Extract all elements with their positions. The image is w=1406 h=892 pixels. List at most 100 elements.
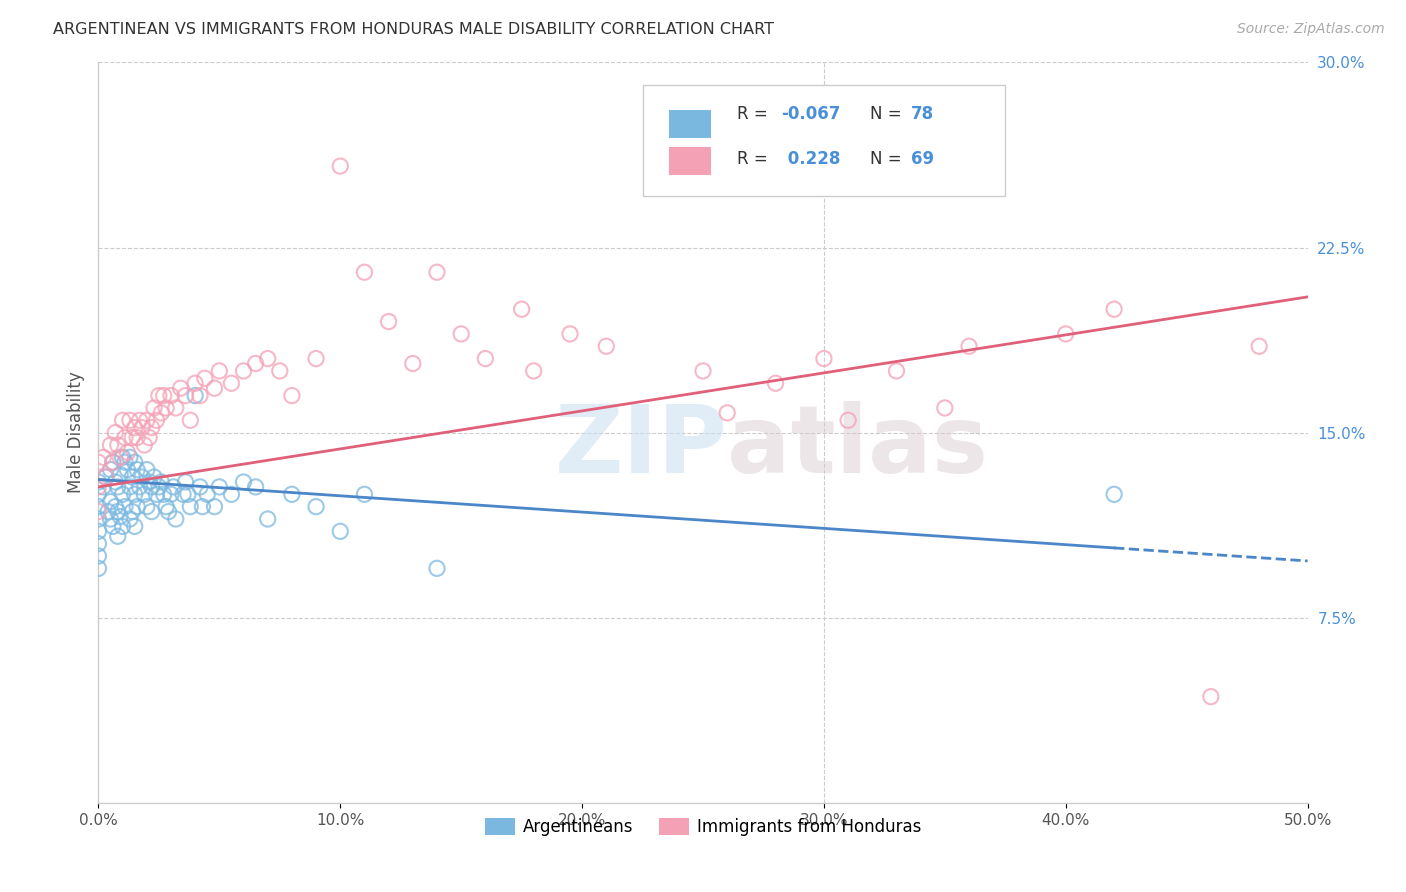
Point — [1199, 690, 1222, 704]
Point — [114, 431, 136, 445]
Point — [100, 438, 122, 452]
Point — [141, 505, 163, 519]
Point — [148, 388, 170, 402]
Point — [155, 500, 177, 514]
Text: ZIP: ZIP — [554, 401, 727, 493]
Point — [104, 425, 127, 440]
Point — [837, 413, 859, 427]
Point — [1102, 487, 1125, 501]
Point — [134, 438, 156, 452]
Point — [91, 480, 114, 494]
Point — [143, 470, 166, 484]
Point — [256, 512, 278, 526]
Point — [450, 326, 472, 341]
Point — [111, 450, 134, 465]
Text: 78: 78 — [911, 105, 934, 123]
Point — [117, 445, 139, 459]
Point — [118, 512, 141, 526]
Point — [208, 364, 231, 378]
Point — [135, 462, 157, 476]
Point — [152, 388, 174, 402]
Point — [111, 413, 134, 427]
Point — [426, 265, 449, 279]
Point — [124, 455, 146, 469]
Point — [195, 487, 218, 501]
Text: ARGENTINEAN VS IMMIGRANTS FROM HONDURAS MALE DISABILITY CORRELATION CHART: ARGENTINEAN VS IMMIGRANTS FROM HONDURAS … — [53, 22, 775, 37]
Point — [232, 475, 254, 489]
Text: 0.228: 0.228 — [782, 150, 839, 168]
Point — [232, 364, 254, 378]
Point — [377, 314, 399, 328]
Point — [87, 455, 110, 469]
Point — [87, 561, 110, 575]
Legend: Argentineans, Immigrants from Honduras: Argentineans, Immigrants from Honduras — [478, 811, 928, 843]
Point — [204, 500, 226, 514]
Point — [174, 388, 197, 402]
Point — [169, 381, 191, 395]
Point — [191, 500, 214, 514]
Point — [148, 480, 170, 494]
Point — [162, 480, 184, 494]
Point — [523, 364, 546, 378]
Text: -0.067: -0.067 — [782, 105, 841, 123]
Point — [111, 487, 134, 501]
Point — [269, 364, 291, 378]
Point — [124, 519, 146, 533]
Point — [353, 265, 375, 279]
Point — [353, 487, 375, 501]
FancyBboxPatch shape — [643, 85, 1005, 195]
Point — [179, 500, 201, 514]
Point — [114, 455, 136, 469]
Point — [1249, 339, 1271, 353]
Point — [87, 480, 110, 494]
Point — [172, 487, 194, 501]
Point — [245, 480, 267, 494]
FancyBboxPatch shape — [669, 110, 711, 138]
Point — [305, 351, 328, 366]
Text: R =: R = — [737, 105, 773, 123]
Point — [716, 406, 738, 420]
Point — [101, 455, 124, 469]
Point — [150, 406, 173, 420]
Point — [184, 376, 207, 391]
Point — [957, 339, 980, 353]
Point — [100, 512, 122, 526]
Point — [886, 364, 908, 378]
Point — [305, 500, 328, 514]
Point — [124, 420, 146, 434]
Point — [101, 519, 124, 533]
Point — [177, 487, 200, 501]
Point — [138, 475, 160, 489]
Point — [128, 413, 150, 427]
Point — [134, 487, 156, 501]
Text: atlas: atlas — [727, 401, 988, 493]
Point — [107, 529, 129, 543]
Point — [150, 475, 173, 489]
Point — [208, 480, 231, 494]
Point — [510, 302, 533, 317]
Point — [87, 536, 110, 550]
Point — [145, 413, 167, 427]
Point — [127, 431, 149, 445]
Point — [194, 371, 217, 385]
Point — [281, 487, 304, 501]
Point — [94, 470, 117, 484]
Point — [329, 524, 352, 539]
Point — [87, 512, 110, 526]
Text: Source: ZipAtlas.com: Source: ZipAtlas.com — [1237, 22, 1385, 37]
Point — [108, 450, 131, 465]
Point — [121, 470, 143, 484]
Point — [117, 462, 139, 476]
Point — [107, 438, 129, 452]
Point — [104, 500, 127, 514]
Point — [114, 500, 136, 514]
Point — [91, 450, 114, 465]
Point — [329, 159, 352, 173]
Point — [97, 505, 120, 519]
Point — [1102, 302, 1125, 317]
Point — [474, 351, 496, 366]
Point — [131, 420, 153, 434]
Point — [204, 381, 226, 395]
Point — [108, 509, 131, 524]
Point — [179, 413, 201, 427]
